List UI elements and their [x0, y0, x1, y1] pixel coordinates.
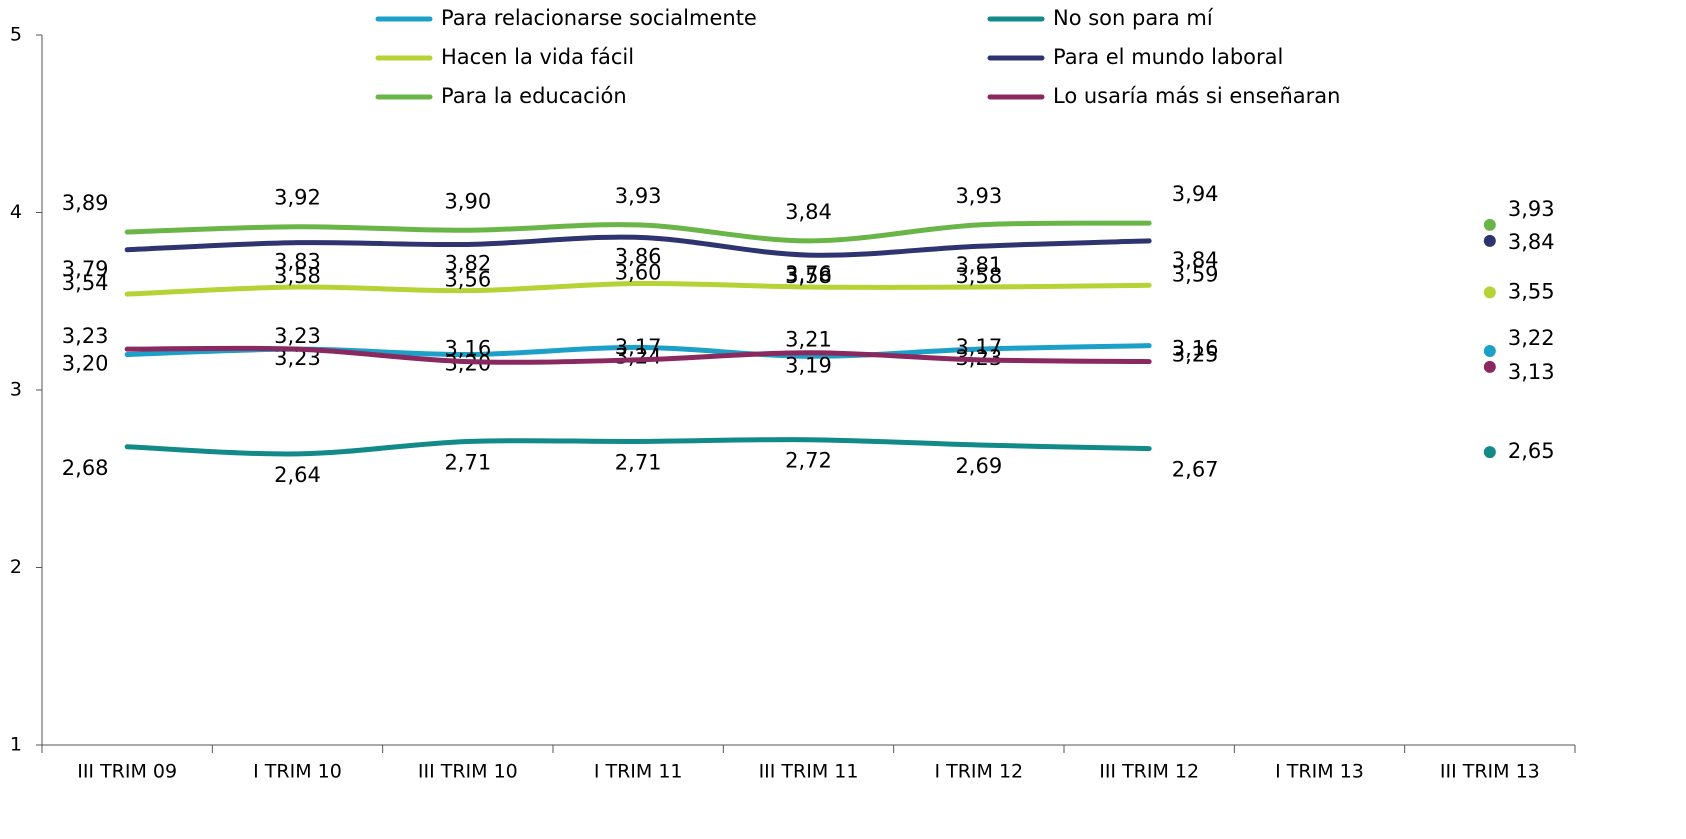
data-label: 3,76: [785, 262, 832, 286]
data-point: [1483, 446, 1496, 459]
data-line: [124, 234, 1152, 258]
data-line: [124, 280, 1152, 297]
data-label: 2,72: [785, 449, 832, 473]
data-label: 3,23: [274, 324, 321, 348]
x-tick-label: III TRIM 11: [759, 761, 859, 783]
x-tick-label: III TRIM 09: [77, 761, 177, 783]
data-label: 3,83: [274, 250, 321, 274]
data-point: [1483, 218, 1496, 231]
data-label: 2,71: [615, 450, 662, 474]
data-label: 3,13: [1508, 360, 1555, 384]
legend-label: Hacen la vida fácil: [441, 45, 634, 69]
x-tick-label: I TRIM 11: [594, 761, 683, 783]
data-label: 3,21: [785, 328, 832, 352]
data-line: [124, 437, 1152, 457]
data-label: 3,60: [615, 261, 662, 285]
data-label: 3,86: [615, 244, 662, 268]
legend-label: Para la educación: [441, 84, 627, 108]
data-label: 3,24: [615, 344, 662, 368]
data-label: 3,89: [62, 191, 109, 215]
data-label: 3,25: [1172, 343, 1219, 367]
data-label: 2,69: [955, 454, 1002, 478]
x-tick-label: I TRIM 10: [253, 761, 342, 783]
data-label: 3,93: [1508, 197, 1555, 221]
data-label: 2,67: [1172, 458, 1219, 482]
x-tick-label: I TRIM 12: [934, 761, 1023, 783]
data-label: 3,92: [274, 186, 321, 210]
data-label: 3,94: [1172, 182, 1219, 206]
data-label: 3,23: [62, 324, 109, 348]
data-point: [1483, 360, 1496, 373]
data-label: 3,17: [615, 335, 662, 359]
x-tick-label: III TRIM 10: [418, 761, 518, 783]
data-label: 3,22: [1508, 326, 1555, 350]
x-tick-label: III TRIM 13: [1440, 761, 1540, 783]
data-label: 3,58: [274, 264, 321, 288]
y-tick-label: 3: [10, 379, 22, 401]
y-tick-label: 5: [10, 24, 22, 46]
legend-label: Para el mundo laboral: [1053, 45, 1283, 69]
data-label: 3,59: [1172, 262, 1219, 286]
data-label: 2,65: [1508, 439, 1555, 463]
data-label: 3,84: [1172, 248, 1219, 272]
data-label: 3,90: [444, 189, 491, 213]
legend-label: No son para mí: [1053, 6, 1214, 30]
data-label: 3,54: [62, 271, 109, 295]
x-tick-label: III TRIM 12: [1099, 761, 1199, 783]
data-point: [1483, 344, 1496, 357]
legend-label: Lo usaría más si enseñaran: [1053, 84, 1340, 108]
data-label: 3,56: [444, 268, 491, 292]
data-label: 2,64: [274, 463, 321, 487]
legend-label: Para relacionarse socialmente: [441, 6, 757, 30]
data-label: 2,71: [444, 450, 491, 474]
data-label: 3,79: [62, 257, 109, 281]
data-label: 3,93: [955, 184, 1002, 208]
data-label: 2,68: [62, 456, 109, 480]
data-label: 3,19: [785, 353, 832, 377]
data-label: 3,82: [444, 251, 491, 275]
data-label: 3,93: [615, 184, 662, 208]
y-tick-label: 1: [10, 734, 22, 756]
data-label: 3,84: [1508, 230, 1555, 254]
data-label: 3,16: [1172, 337, 1219, 361]
data-label: 3,17: [955, 335, 1002, 359]
data-point: [1483, 234, 1496, 247]
data-label: 3,20: [62, 352, 109, 376]
data-line: [124, 220, 1152, 244]
y-tick-label: 4: [10, 201, 22, 223]
data-label: 3,55: [1508, 279, 1555, 303]
data-label: 3,58: [955, 264, 1002, 288]
data-label: 3,81: [955, 253, 1002, 277]
x-tick-label: I TRIM 13: [1275, 761, 1364, 783]
data-label: 3,84: [785, 200, 832, 224]
y-tick-label: 2: [10, 556, 22, 578]
data-label: 3,58: [785, 264, 832, 288]
data-point: [1483, 286, 1496, 299]
data-line: [124, 345, 1152, 365]
data-label: 3,16: [444, 337, 491, 361]
